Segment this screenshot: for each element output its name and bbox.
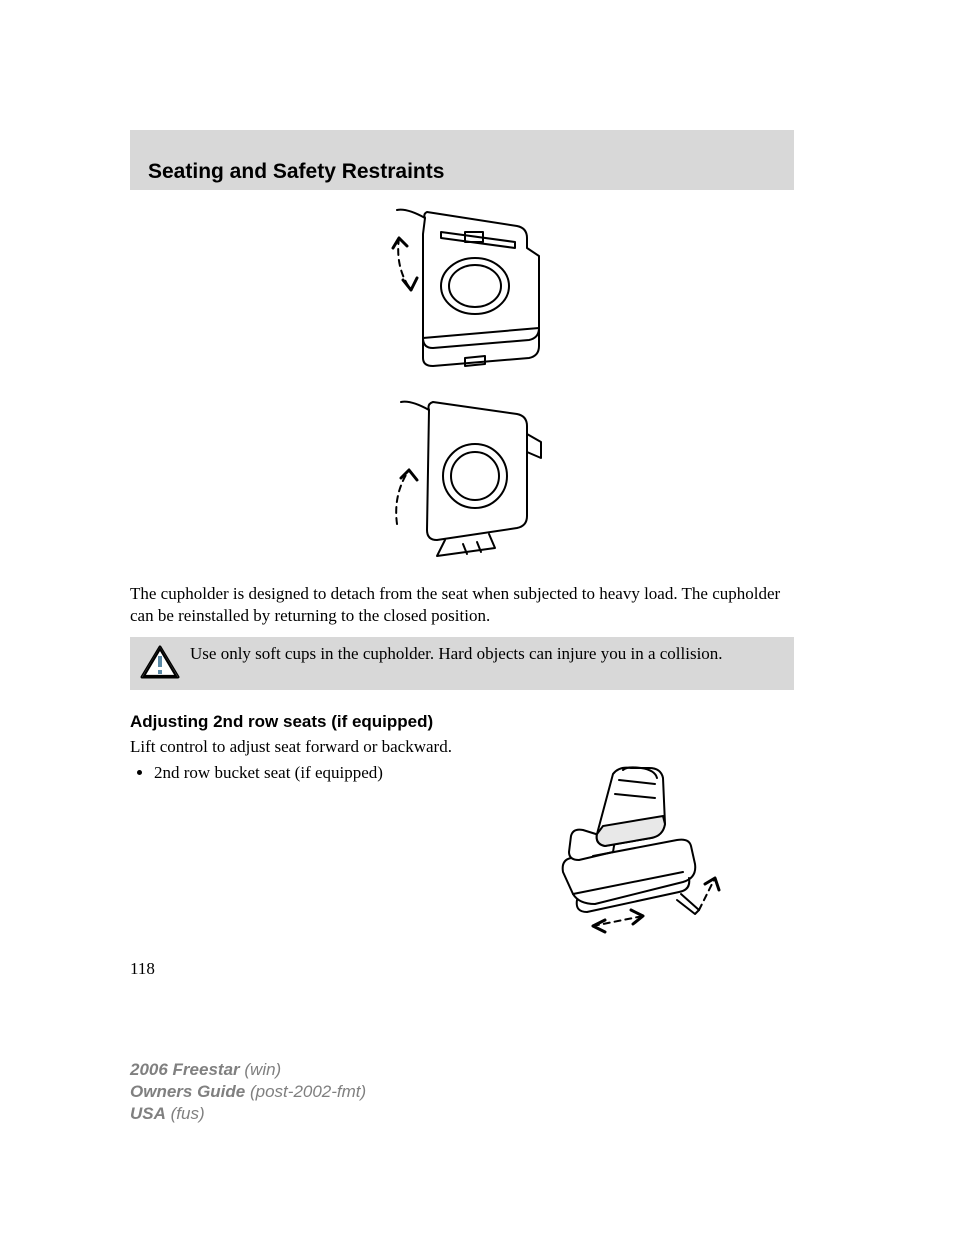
- footer-guide: Owners Guide: [130, 1082, 245, 1101]
- seat-bullet-list: 2nd row bucket seat (if equipped): [130, 762, 462, 784]
- seat-bullet-col: 2nd row bucket seat (if equipped): [130, 760, 462, 784]
- cupholder-open-illustration: [130, 208, 794, 388]
- footer-region: USA: [130, 1104, 166, 1123]
- footer-model-code: (win): [244, 1060, 281, 1079]
- bucket-seat-illustration: [462, 760, 794, 945]
- document-page: Seating and Safety Restraints: [0, 0, 954, 1235]
- cupholder-close-illustration: [130, 398, 794, 573]
- footer-line-2: Owners Guide (post-2002-fmt): [130, 1081, 366, 1103]
- footer-block: 2006 Freestar (win) Owners Guide (post-2…: [130, 1059, 366, 1125]
- footer-line-3: USA (fus): [130, 1103, 366, 1125]
- footer-line-1: 2006 Freestar (win): [130, 1059, 366, 1081]
- footer-guide-code: (post-2002-fmt): [250, 1082, 366, 1101]
- page-number: 118: [130, 959, 794, 979]
- seat-row: 2nd row bucket seat (if equipped): [130, 760, 794, 945]
- footer-model: 2006 Freestar: [130, 1060, 240, 1079]
- warning-triangle-icon: [140, 645, 180, 684]
- footer-region-code: (fus): [171, 1104, 205, 1123]
- adjusting-seats-intro: Lift control to adjust seat forward or b…: [130, 736, 794, 758]
- cupholder-open-svg: [367, 208, 557, 383]
- warning-callout: Use only soft cups in the cupholder. Har…: [130, 637, 794, 690]
- bucket-seat-svg: [523, 760, 733, 940]
- warning-text: Use only soft cups in the cupholder. Har…: [190, 643, 723, 665]
- adjusting-seats-heading: Adjusting 2nd row seats (if equipped): [130, 712, 794, 732]
- seat-bullet-item: 2nd row bucket seat (if equipped): [154, 762, 462, 784]
- section-title: Seating and Safety Restraints: [148, 160, 794, 184]
- cupholder-close-svg: [367, 398, 557, 568]
- cupholder-paragraph: The cupholder is designed to detach from…: [130, 583, 794, 627]
- section-header-band: Seating and Safety Restraints: [130, 130, 794, 190]
